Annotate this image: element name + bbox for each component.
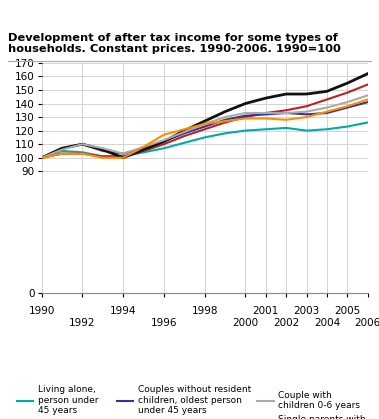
Legend: Living alone,
person under
45 years, Living alone,
person 65 years
and over, Cou: Living alone, person under 45 years, Liv… xyxy=(17,385,366,419)
Text: 2002: 2002 xyxy=(273,318,299,328)
Text: 2004: 2004 xyxy=(314,318,340,328)
Text: 1992: 1992 xyxy=(69,318,96,328)
Text: Development of after tax income for some types of
households. Constant prices. 1: Development of after tax income for some… xyxy=(8,33,340,54)
Text: 1994: 1994 xyxy=(110,306,136,316)
Text: 2001: 2001 xyxy=(253,306,279,316)
Text: 1990: 1990 xyxy=(28,306,55,316)
Text: 2006: 2006 xyxy=(354,318,379,328)
Text: 1998: 1998 xyxy=(191,306,218,316)
Text: 2005: 2005 xyxy=(334,306,360,316)
Text: 1996: 1996 xyxy=(151,318,177,328)
Text: 2000: 2000 xyxy=(232,318,258,328)
Text: 2003: 2003 xyxy=(293,306,319,316)
